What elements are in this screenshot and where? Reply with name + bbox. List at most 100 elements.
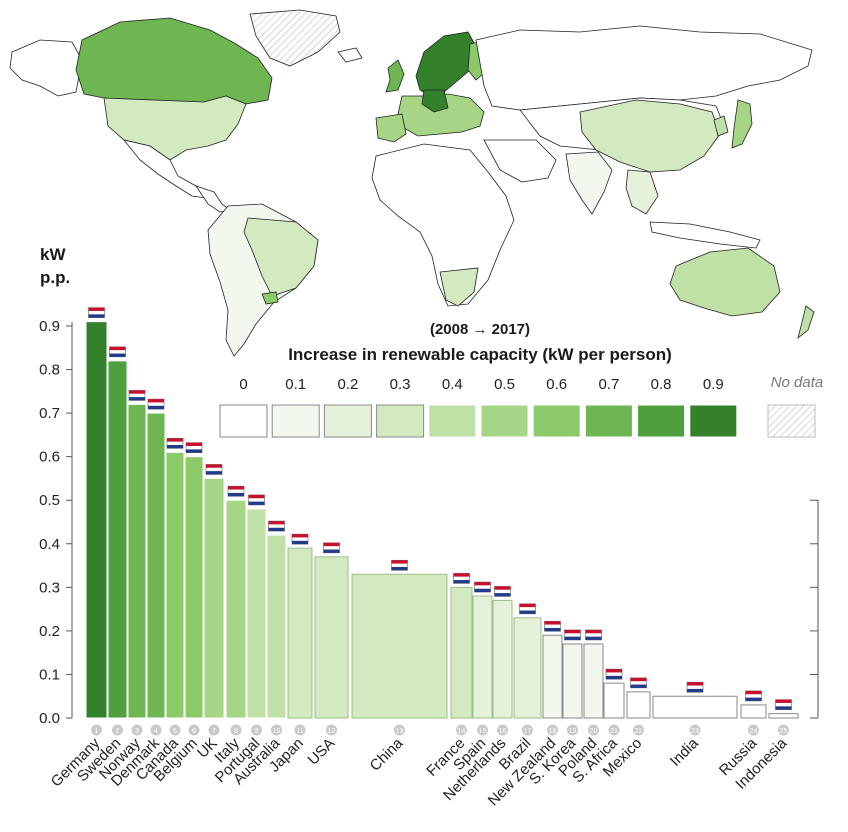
y-tick-label: 0.7 [39,405,60,422]
bar-s-korea [562,643,583,719]
map-uruguay [261,291,279,305]
flag-stripe [129,390,145,394]
flag-stripe [228,486,244,490]
rank-number: 8 [234,728,238,735]
rank-badge [271,724,282,736]
category-label: China [367,734,407,774]
map-japan [731,99,753,149]
map-australia [669,247,781,317]
rank-number: 24 [750,728,758,735]
map-new-zealand [797,305,815,340]
map-china [579,99,721,173]
legend-swatch [376,404,425,438]
map-africa [371,143,515,307]
legend-swatch [480,404,529,438]
country-flag-icon [109,346,126,358]
bar-canada [165,451,185,719]
rank-number: 15 [479,728,487,735]
country-flag-icon [519,603,536,615]
flag-stripe [391,566,408,571]
legend-label: 0 [239,376,247,393]
flag-stripe [630,677,647,682]
map-alaska [9,39,83,97]
legend-swatch [637,404,686,438]
flag-stripe [745,690,762,695]
rank-badge [91,724,102,736]
flag-stripe [148,405,164,410]
country-flag-icon [453,573,470,584]
legend-swatch [219,404,268,438]
flag-stripe [186,449,202,453]
flag-stripe [687,682,703,686]
flag-stripe [606,675,622,680]
flag-stripe [687,688,703,693]
y-axis-unit-line1: kW [40,245,66,264]
y-tick-label: 0.3 [39,579,60,596]
flag-stripe [88,307,105,311]
country-flag-icon [185,442,203,453]
bar-russia [740,704,767,719]
map-germany [421,89,449,113]
flag-stripe [186,442,202,446]
flag-stripe [88,314,105,318]
country-flag-icon [166,438,184,449]
flag-stripe [474,588,491,593]
rank-number: 18 [549,728,557,735]
legend-swatch [271,404,320,438]
flag-stripe [109,346,126,351]
rank-number: 4 [154,728,158,735]
flag-stripe [775,699,792,703]
rank-badge [150,724,162,736]
rank-number: 16 [499,728,507,735]
rank-badge [112,724,123,736]
rank-number: 22 [635,728,643,735]
legend-swatch [584,404,633,438]
map-south-africa [439,267,479,307]
bar-germany [85,321,108,719]
flag-stripe [323,549,340,553]
country-flag-icon [147,398,165,410]
rank-badge [208,724,220,736]
y-tick-label: 0.2 [39,623,60,640]
legend-no-data-label: No data [770,374,824,391]
rank-number: 2 [116,728,120,735]
rank-badge [326,724,337,736]
legend-label: 0.3 [390,376,411,393]
y-tick-label: 0.9 [39,318,60,335]
flag-stripe [248,501,265,505]
flag-stripe [167,445,183,449]
y-tick-label: 0.6 [39,449,60,466]
rank-number: 12 [328,728,336,735]
y-tick-label: 0.4 [39,536,60,553]
country-flag-icon [227,485,245,497]
flag-stripe [292,540,308,545]
rank-badge [608,724,620,736]
rank-number: 3 [135,728,139,735]
country-flag-icon [544,620,561,632]
legend-label: 0.1 [285,376,306,393]
bar-australia [266,534,287,719]
flag-stripe [544,627,561,632]
y-tick-label: 0.8 [39,362,60,379]
flag-stripe [391,560,408,564]
legend-label: 0.6 [546,376,567,393]
legend-title: Increase in renewable capacity (kW per p… [288,345,672,364]
country-flag-icon [686,681,704,693]
rank-badge [456,724,467,736]
bar-italy [225,499,247,719]
rank-badge [188,724,200,736]
country-flag-icon [474,581,491,593]
flag-stripe [494,586,511,590]
country-flag-icon [291,533,309,545]
rank-badge [522,724,533,736]
category-label: USA [304,735,338,769]
rank-number: 7 [212,728,216,735]
flag-stripe [519,603,536,608]
flag-stripe [129,397,145,401]
map-middle-east [483,139,557,183]
legend-swatch [689,404,738,438]
flag-stripe [630,684,647,688]
country-flag-icon [494,586,511,597]
flag-stripe [494,593,511,597]
